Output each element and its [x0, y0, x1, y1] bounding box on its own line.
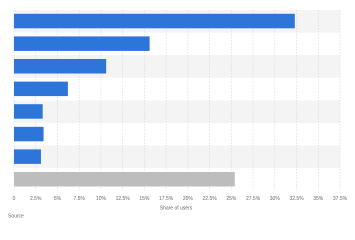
chart: Share of users Source 0 2.5% 5% 7.5% 10% 12.5…	[8, 10, 348, 219]
x-tick-label: 15%	[139, 196, 150, 202]
x-tick-label: 27.5%	[246, 196, 261, 202]
x-tick-label: 32.5%	[289, 196, 304, 202]
bar	[14, 172, 235, 187]
x-tick-label: 2.5%	[30, 196, 42, 202]
x-tick-label: 22.5%	[203, 196, 218, 202]
x-tick-label: 7.5%	[73, 196, 85, 202]
x-axis-label: Share of users	[160, 205, 193, 211]
row-band	[14, 145, 340, 169]
x-tick-label: 30%	[270, 196, 281, 202]
bar	[14, 104, 43, 119]
x-tick-label: 10%	[96, 196, 107, 202]
x-tick-label: 25%	[226, 196, 237, 202]
bar	[14, 59, 107, 74]
x-tick-label: 5%	[54, 196, 62, 202]
x-tick-label: 20%	[183, 196, 194, 202]
row-band	[14, 100, 340, 123]
bar	[14, 36, 150, 51]
x-tick-label: 17.5%	[159, 196, 174, 202]
x-tick-label: 0	[13, 196, 16, 202]
x-tick-label: 37.5%	[333, 196, 348, 202]
source: Source	[8, 213, 24, 219]
bar	[14, 13, 295, 29]
bar	[14, 126, 44, 142]
bar	[14, 149, 41, 164]
bar	[14, 81, 68, 97]
x-tick-label: 12.5%	[116, 196, 131, 202]
x-tick-label: 35%	[313, 196, 324, 202]
